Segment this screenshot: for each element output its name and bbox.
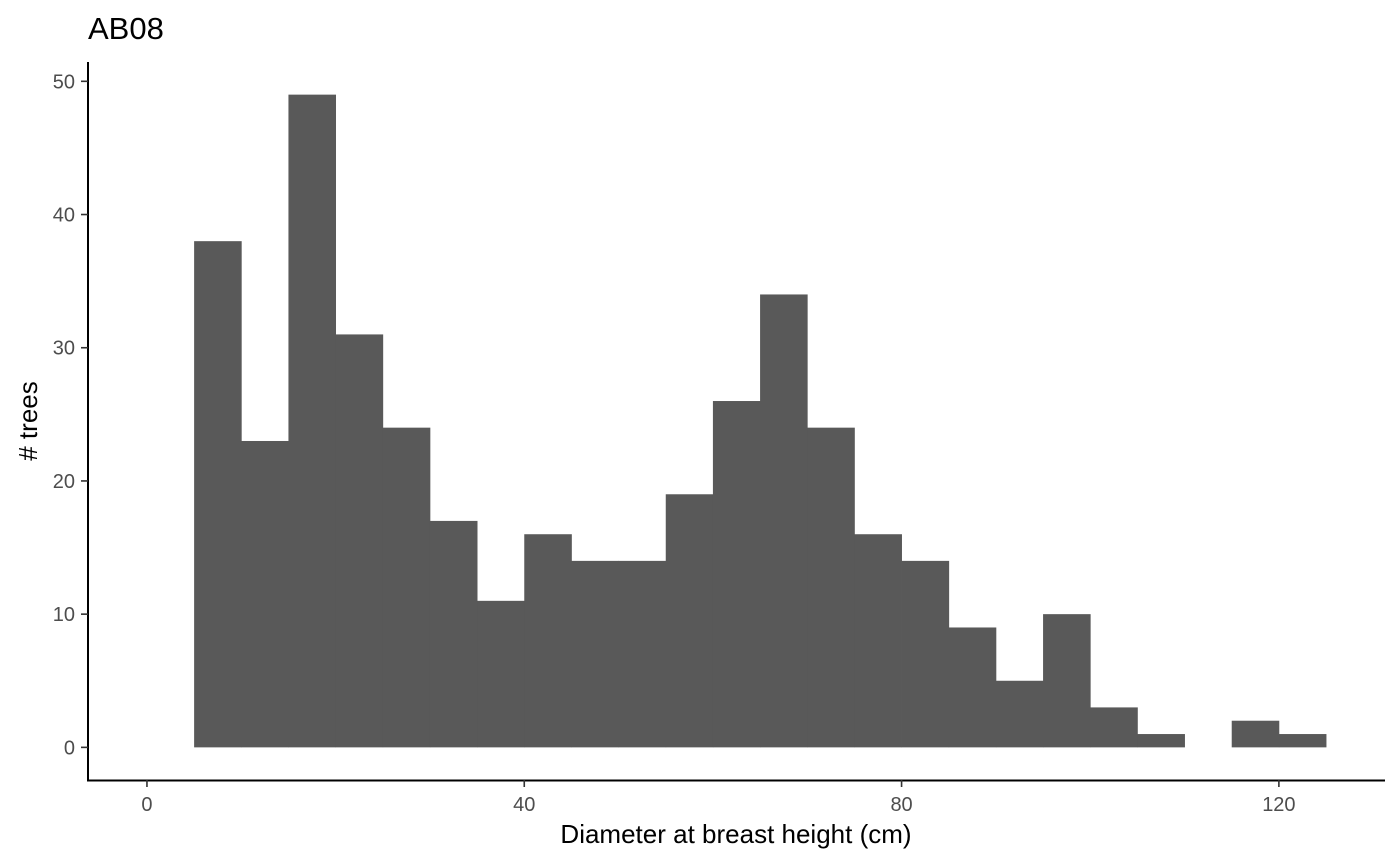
histogram-bar-22 [1231,720,1280,748]
histogram-bar-20 [1137,734,1185,748]
histogram-bar-19 [1090,707,1138,748]
bars-group [194,94,1327,748]
histogram-bar-11 [712,401,761,748]
histogram-bar-4 [382,427,431,748]
histogram-bar-15 [901,560,950,748]
histogram-bar-0 [194,241,242,748]
histogram-bar-13 [807,427,855,748]
histogram-bar-16 [948,627,997,748]
y-tick-label: 50 [53,71,75,93]
histogram-bar-2 [288,94,337,748]
x-tick-label: 40 [513,794,535,816]
histogram-bar-1 [241,440,289,748]
histogram-bar-18 [1043,614,1091,748]
y-tick-label: 40 [53,205,75,227]
histogram-bar-9 [618,560,667,748]
histogram-bar-17 [995,680,1044,748]
x-tick-label: 80 [890,794,912,816]
y-tick-label: 30 [53,338,75,360]
histogram-bar-12 [760,294,808,748]
y-axis-title: # trees [13,381,43,461]
histogram-bar-8 [571,560,619,748]
histogram-bar-14 [854,534,902,748]
y-tick-label: 10 [53,604,75,626]
x-axis-ticks: 0 40 80 120 [141,780,1296,816]
y-tick-label: 20 [53,471,75,493]
histogram-bar-3 [335,334,384,748]
y-axis-ticks: 0 10 20 30 40 50 [53,71,88,759]
histogram-bar-6 [477,600,525,748]
histogram-bar-23 [1278,734,1327,748]
histogram-bar-10 [665,494,714,748]
y-tick-label: 0 [64,737,75,759]
x-tick-label: 0 [141,794,152,816]
x-tick-label: 120 [1262,794,1295,816]
x-axis-title: Diameter at breast height (cm) [560,819,911,849]
histogram-bar-5 [429,520,478,748]
histogram-bar-7 [524,534,572,748]
chart-title: AB08 [88,11,164,46]
